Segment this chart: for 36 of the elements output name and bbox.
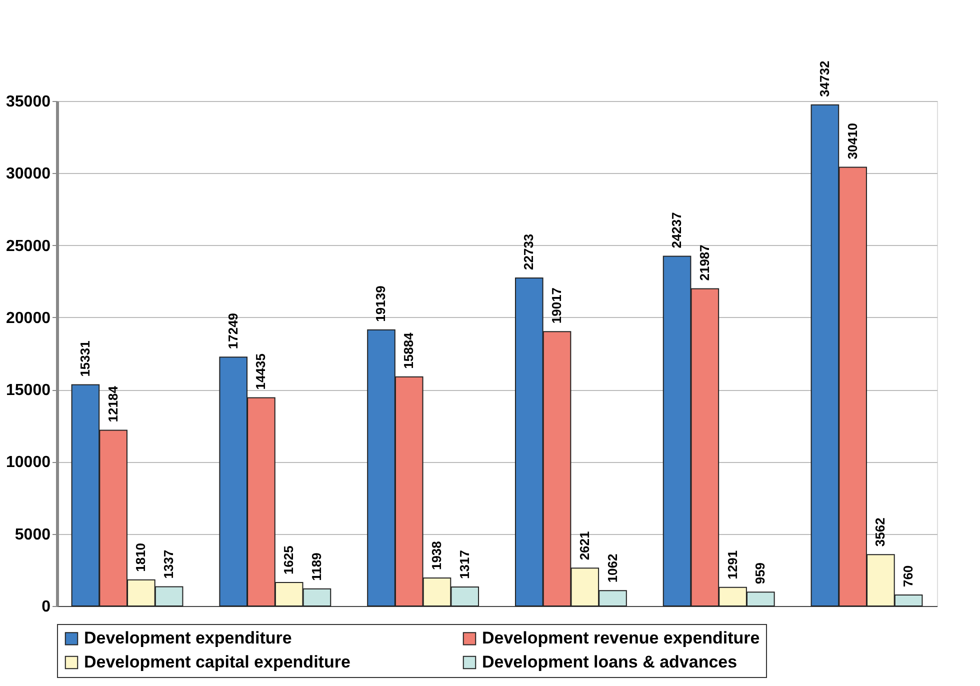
- data-label: 1938: [428, 541, 444, 570]
- y-tick-label: 30000: [6, 166, 51, 183]
- data-label: 19139: [373, 286, 388, 322]
- y-tick-label: 20000: [6, 310, 51, 327]
- data-label: 1625: [281, 546, 296, 575]
- data-label: 30410: [844, 123, 860, 160]
- legend-label: Development loans & advances: [482, 652, 738, 672]
- legend-label: Development capital expenditure: [84, 652, 350, 672]
- data-label: 3562: [872, 518, 888, 547]
- legend-label: Development expenditure: [84, 628, 292, 648]
- data-label: 1062: [604, 554, 620, 583]
- data-label: 959: [752, 562, 768, 584]
- data-label: 1337: [161, 550, 176, 579]
- y-tick-label: 25000: [6, 238, 51, 255]
- data-label: 21987: [696, 244, 712, 281]
- y-tick-label: 35000: [6, 94, 51, 110]
- y-tick-label: 5000: [14, 526, 51, 544]
- y-tick-label: 15000: [6, 382, 51, 400]
- data-label: 2621: [576, 531, 592, 560]
- legend-label: Development revenue expenditure: [482, 628, 760, 648]
- data-label: 15884: [401, 332, 416, 369]
- data-label: 15331: [77, 340, 92, 377]
- data-label: 1317: [456, 550, 472, 579]
- data-label: 12184: [105, 385, 120, 422]
- data-label: 14435: [253, 354, 268, 390]
- data-label: 24237: [669, 212, 684, 248]
- data-label: 1810: [133, 542, 148, 572]
- data-label: 1291: [724, 550, 740, 580]
- y-tick-label: 0: [42, 598, 51, 616]
- data-label: 34732: [816, 60, 832, 97]
- data-label: 19017: [549, 287, 564, 324]
- data-label: 22733: [521, 234, 536, 270]
- data-label: 17249: [225, 312, 240, 350]
- y-tick-label: 10000: [6, 454, 51, 472]
- data-label: 1189: [308, 552, 324, 581]
- data-label: 760: [900, 565, 916, 588]
